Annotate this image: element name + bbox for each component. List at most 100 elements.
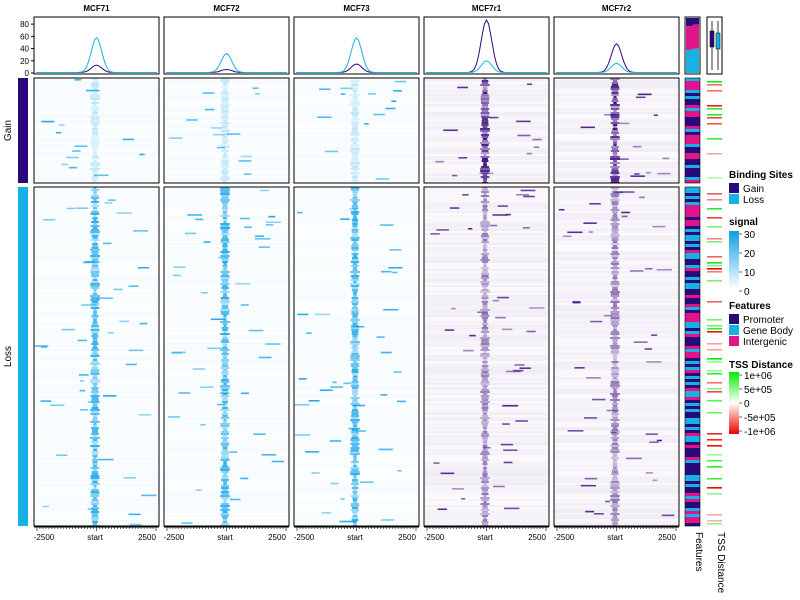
heatmap-center-cell <box>480 391 490 393</box>
heatmap-center-cell <box>221 207 229 209</box>
heatmap-row <box>554 419 679 421</box>
heatmap-streak <box>492 299 500 302</box>
heatmap-center-cell <box>351 487 359 489</box>
heatmap-center-cell <box>612 343 618 345</box>
heatmap-center-cell <box>351 469 359 471</box>
heatmap-center-cell <box>612 174 618 176</box>
heatmap-center-cell <box>93 487 97 489</box>
heatmap-row <box>554 110 679 112</box>
heatmap-center-cell <box>610 399 620 401</box>
heatmap-center-cell <box>220 457 230 459</box>
heatmap-background <box>424 187 549 526</box>
heatmap-center-cell <box>482 519 488 521</box>
heatmap-center-cell <box>483 231 487 233</box>
heatmap-streak <box>139 153 145 156</box>
heatmap-center-cell <box>220 215 230 217</box>
x-tick-label: 2500 <box>528 533 546 542</box>
heatmap-streak <box>657 172 671 175</box>
heatmap-streak <box>457 86 469 89</box>
heatmap-row <box>424 437 549 439</box>
heatmap-streak <box>644 348 652 350</box>
heatmap-row <box>424 257 549 259</box>
heatmap-center-cell <box>221 433 229 435</box>
heatmap-center-cell <box>90 275 100 277</box>
legend-binding-sites-item: Loss <box>743 195 764 206</box>
heatmap-streak <box>502 404 519 407</box>
heatmap-row <box>554 331 679 333</box>
feature-row-cell <box>685 403 700 406</box>
heatmap-center-cell <box>92 447 98 449</box>
heatmap-row <box>424 399 549 401</box>
feature-row-cell <box>685 274 700 277</box>
heatmap-row <box>424 309 549 311</box>
heatmap-center-cell <box>90 271 100 273</box>
heatmap-streak <box>58 124 65 126</box>
heatmap-center-cell <box>610 106 620 108</box>
heatmap-center-cell <box>351 449 359 451</box>
heatmap-center-cell <box>90 249 100 251</box>
heatmap-center-cell <box>611 237 619 239</box>
heatmap-streak <box>503 507 520 510</box>
heatmap-center-cell <box>481 295 489 297</box>
heatmap-streak <box>584 477 598 480</box>
heatmap-center-cell <box>612 140 618 142</box>
heatmap-row <box>424 365 549 367</box>
tss-box <box>715 32 721 50</box>
heatmap-center-cell <box>610 457 620 459</box>
heatmap-center-cell <box>480 331 490 333</box>
heatmap-center-cell <box>482 187 488 189</box>
heatmap-streak <box>501 328 513 331</box>
heatmap-center-cell <box>612 341 618 343</box>
heatmap-center-cell <box>611 433 619 435</box>
heatmap-center-cell <box>221 479 229 481</box>
heatmap-center-cell <box>90 371 100 373</box>
heatmap-row <box>554 441 679 443</box>
heatmap-frame <box>423 186 550 527</box>
heatmap-center-cell <box>352 233 358 235</box>
feature-row-cell <box>685 244 700 247</box>
heatmap-row <box>554 417 679 419</box>
heatmap-row <box>424 367 549 369</box>
heatmap-center-cell <box>480 142 490 144</box>
heatmap-center-cell <box>351 351 359 353</box>
heatmap-center-cell <box>610 267 620 269</box>
heatmap-center-cell <box>90 297 100 299</box>
heatmap-row <box>424 521 549 523</box>
heatmap-row <box>424 249 549 251</box>
heatmap-center-cell <box>222 231 228 233</box>
heatmap-streak <box>451 307 456 310</box>
sample-title: MCF73 <box>343 4 370 13</box>
feature-row-cell <box>685 520 700 523</box>
heatmap-center-cell <box>480 345 490 347</box>
heatmap-center-cell <box>351 431 359 433</box>
feature-row-cell <box>685 472 700 475</box>
heatmap-streak <box>210 127 223 129</box>
feature-row-cell <box>685 84 700 87</box>
heatmap-center-cell <box>90 136 100 138</box>
heatmap-center-cell <box>480 499 490 501</box>
heatmap-streak <box>490 224 498 227</box>
heatmap-center-cell <box>480 225 490 227</box>
heatmap-streak <box>349 450 359 453</box>
heatmap-center-cell <box>222 273 228 275</box>
heatmap-center-cell <box>221 108 229 110</box>
feature-row-cell <box>685 159 700 162</box>
heatmap-center-cell <box>611 413 619 415</box>
heatmap-row <box>424 301 549 303</box>
heatmap-center-cell <box>480 509 490 511</box>
heatmap-streak <box>585 510 595 513</box>
tss-row-cell <box>707 123 722 125</box>
feature-row-cell <box>685 331 700 334</box>
heatmap-center-cell <box>482 211 488 213</box>
heatmap-center-cell <box>352 515 358 517</box>
heatmap-center-cell <box>351 429 359 431</box>
heatmap-center-cell <box>483 199 487 201</box>
heatmap-center-cell <box>481 94 489 96</box>
heatmap-center-cell <box>482 455 488 457</box>
feature-row-cell <box>685 235 700 238</box>
heatmap-row <box>554 219 679 221</box>
heatmap-row <box>424 211 549 213</box>
heatmap-center-cell <box>481 106 489 108</box>
heatmap-center-cell <box>612 365 618 367</box>
heatmap-center-cell <box>482 219 488 221</box>
